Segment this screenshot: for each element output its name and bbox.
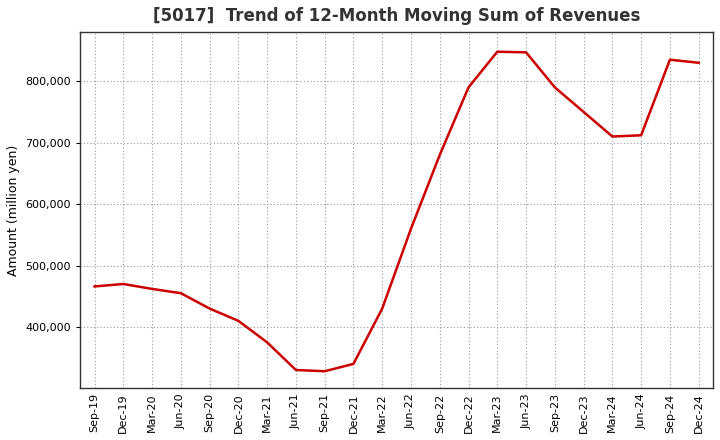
Y-axis label: Amount (million yen): Amount (million yen) bbox=[7, 145, 20, 276]
Title: [5017]  Trend of 12-Month Moving Sum of Revenues: [5017] Trend of 12-Month Moving Sum of R… bbox=[153, 7, 640, 25]
